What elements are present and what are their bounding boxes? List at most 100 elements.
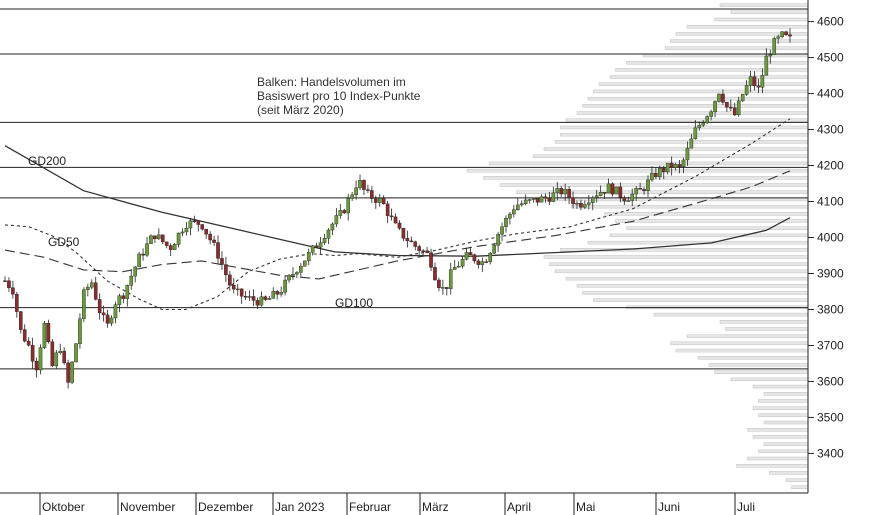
- candle-body-158: [626, 200, 631, 202]
- volume-bar-14: [752, 384, 809, 389]
- volume-bar-52: [576, 111, 809, 115]
- candle-body-187: [740, 94, 745, 102]
- candle-body-198: [784, 31, 788, 35]
- candle-body-172: [681, 159, 686, 168]
- volume-bar-20: [670, 341, 809, 346]
- candle-body-35: [141, 253, 145, 256]
- candle-body-21: [86, 286, 90, 290]
- candle-body-134: [531, 198, 536, 200]
- candle-body-2: [11, 287, 15, 295]
- candle-body-3: [15, 293, 19, 312]
- candle-body-34: [137, 253, 141, 268]
- candle-body-188: [744, 85, 749, 95]
- series-label-gd50: GD50: [48, 235, 80, 249]
- candle-body-91: [362, 180, 366, 190]
- candle-body-40: [160, 234, 165, 243]
- candle-body-46: [184, 227, 189, 233]
- series-label-gd200: GD200: [28, 154, 66, 168]
- candle-body-67: [267, 298, 272, 300]
- candle-body-12: [50, 341, 55, 367]
- candle-body-37: [149, 235, 153, 244]
- y-tick-label-9: 4300: [817, 123, 844, 137]
- candle-body-29: [117, 295, 122, 305]
- volume-bar-8: [747, 428, 809, 432]
- candle-body-183: [725, 102, 729, 108]
- candle-body-140: [555, 188, 560, 194]
- volume-bar-51: [565, 118, 809, 122]
- x-tick-label-8: Juni: [658, 500, 680, 514]
- candle-body-174: [689, 138, 694, 149]
- volume-bar-2: [769, 471, 809, 475]
- ma-line-gd200: [4, 145, 791, 257]
- candle-body-141: [559, 188, 564, 195]
- x-tick-label-6: April: [507, 500, 531, 514]
- candle-body-30: [121, 295, 126, 299]
- candle-body-184: [729, 106, 733, 109]
- candle-body-7: [30, 344, 35, 362]
- volume-bar-55: [593, 89, 809, 94]
- y-tick-label-7: 4100: [817, 195, 844, 209]
- volume-bar-30: [554, 269, 809, 274]
- candle-body-44: [176, 232, 181, 245]
- candle-body-154: [610, 183, 615, 195]
- candle-body-107: [425, 250, 429, 253]
- candle-body-70: [279, 292, 283, 295]
- x-tick-label-3: Jan 2023: [275, 500, 325, 514]
- candle-body-88: [350, 194, 354, 199]
- candle-body-181: [717, 93, 721, 102]
- candle-body-25: [101, 312, 106, 316]
- volume-bar-23: [719, 320, 809, 324]
- candle-body-63: [251, 296, 256, 301]
- candle-body-176: [697, 124, 702, 129]
- volume-bar-5: [758, 449, 809, 454]
- ma-line-gd100: [4, 170, 791, 280]
- candle-body-182: [721, 93, 725, 103]
- candle-body-180: [713, 101, 717, 113]
- chart-labels: GD200 GD50 GD100: [28, 154, 373, 310]
- candle-body-118: [468, 252, 473, 255]
- candle-body-59: [235, 288, 240, 291]
- candle-body-80: [318, 242, 323, 248]
- candle-body-1: [7, 280, 11, 288]
- volume-bar-45: [488, 161, 809, 166]
- candle-body-152: [602, 192, 607, 194]
- candle-body-159: [630, 193, 635, 201]
- x-tick-label-1: November: [120, 500, 175, 514]
- candle-body-157: [622, 197, 627, 202]
- candle-body-18: [74, 343, 78, 363]
- candle-body-168: [665, 162, 670, 173]
- volume-bar-31: [549, 262, 809, 266]
- volume-bar-53: [582, 104, 809, 108]
- candle-body-150: [594, 195, 599, 198]
- candle-body-78: [310, 245, 315, 253]
- candle-body-153: [606, 183, 611, 194]
- candle-body-160: [634, 188, 638, 195]
- candle-body-53: [212, 239, 216, 243]
- candle-body-87: [346, 198, 350, 214]
- candle-body-49: [196, 220, 201, 225]
- candle-body-17: [70, 361, 74, 383]
- candle-body-132: [523, 199, 528, 204]
- candle-body-103: [409, 240, 414, 243]
- candle-body-76: [302, 260, 307, 267]
- y-tick-label-8: 4200: [817, 159, 844, 173]
- candle-body-135: [535, 198, 540, 203]
- candle-body-125: [496, 233, 500, 246]
- candle-body-26: [105, 314, 110, 324]
- candle-body-24: [97, 299, 102, 314]
- volume-bar-59: [626, 60, 809, 65]
- candle-body-15: [62, 350, 66, 364]
- volume-bar-27: [582, 291, 809, 295]
- candle-body-162: [642, 189, 646, 191]
- volume-bar-11: [752, 406, 809, 410]
- volume-bar-24: [653, 312, 809, 317]
- candle-body-164: [650, 173, 654, 181]
- candle-body-66: [263, 296, 268, 300]
- candle-body-177: [701, 122, 706, 126]
- candle-body-95: [377, 197, 382, 203]
- candle-body-101: [401, 228, 406, 239]
- x-tick-label-7: Mai: [576, 500, 595, 514]
- candle-body-5: [22, 329, 27, 342]
- candle-body-190: [752, 76, 757, 86]
- candle-body-56: [224, 264, 228, 276]
